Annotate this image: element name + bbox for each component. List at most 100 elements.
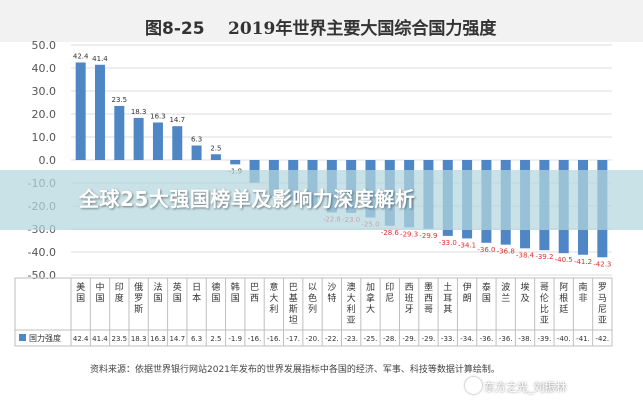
table-value: -29. bbox=[422, 335, 436, 343]
x-category-label: 韩国 bbox=[231, 281, 240, 304]
table-value: -36. bbox=[480, 335, 494, 343]
data-label: 18.3 bbox=[131, 108, 147, 116]
table-value: -42. bbox=[596, 335, 610, 343]
bar bbox=[133, 117, 144, 160]
x-category-label: 哥伦比亚 bbox=[540, 282, 549, 326]
table-value: -22. bbox=[325, 335, 339, 343]
data-label: 41.4 bbox=[92, 55, 108, 63]
table-value: -39. bbox=[538, 335, 552, 343]
x-category-label: 阿根廷 bbox=[559, 282, 568, 315]
x-category-label: 德国 bbox=[211, 281, 220, 304]
data-label: 6.3 bbox=[191, 136, 202, 144]
table-value: -17. bbox=[286, 335, 300, 343]
chart-title: 2019年世界主要大国综合国力强度 bbox=[228, 19, 497, 39]
x-category-label: 南非 bbox=[579, 281, 588, 304]
table-value: -16. bbox=[248, 335, 262, 343]
banner-title: 全球25大强国榜单及影响力深度解析 bbox=[79, 187, 416, 211]
x-category-label: 意大利 bbox=[269, 281, 278, 315]
x-category-label: 巴基斯坦 bbox=[289, 282, 298, 326]
data-label: -28.6 bbox=[381, 229, 400, 237]
data-label: 42.4 bbox=[73, 52, 89, 60]
bar bbox=[114, 105, 125, 160]
data-label: -42.3 bbox=[593, 260, 611, 268]
y-tick-label: -50.0 bbox=[28, 269, 56, 282]
title-bar: 图8-25 2019年世界主要大国综合国力强度 bbox=[0, 0, 643, 42]
watermark: 东方之光_刘振林 bbox=[484, 381, 567, 394]
x-category-label: 印度 bbox=[115, 281, 124, 304]
x-category-label: 中国 bbox=[95, 281, 104, 304]
table-value: -1.9 bbox=[228, 335, 242, 343]
y-tick-label: 0.0 bbox=[39, 154, 57, 167]
data-label: 2.5 bbox=[210, 144, 221, 152]
data-label: -40.5 bbox=[555, 256, 573, 264]
bar bbox=[210, 154, 221, 160]
table-value: 23.5 bbox=[112, 335, 128, 343]
bar bbox=[94, 64, 105, 160]
x-category-label: 法国 bbox=[153, 281, 162, 304]
x-category-label: 沙特 bbox=[327, 282, 336, 304]
data-label: -39.2 bbox=[535, 253, 553, 261]
table-value: -40. bbox=[557, 335, 571, 343]
y-tick-label: 50.0 bbox=[32, 39, 57, 52]
table-value: -16. bbox=[267, 335, 281, 343]
x-category-label: 罗马尼亚 bbox=[598, 282, 607, 326]
x-category-label: 澳大利亚 bbox=[347, 281, 356, 326]
bar bbox=[230, 160, 241, 165]
data-label: -36.0 bbox=[477, 246, 495, 254]
data-label: 14.7 bbox=[169, 116, 185, 124]
data-label: 16.3 bbox=[150, 113, 166, 121]
x-category-label: 印尼 bbox=[385, 281, 394, 304]
table-value: 2.5 bbox=[210, 335, 221, 343]
data-label: -34.1 bbox=[458, 241, 476, 249]
table-value: -38. bbox=[518, 335, 532, 343]
x-category-label: 伊朗 bbox=[463, 281, 472, 304]
x-category-label: 埃及 bbox=[521, 281, 530, 304]
watermark-logo-icon bbox=[465, 377, 482, 394]
table-value: 42.4 bbox=[73, 335, 89, 343]
table-value: -33. bbox=[441, 335, 455, 343]
table-value: -34. bbox=[460, 335, 474, 343]
table-value: 18.3 bbox=[131, 335, 147, 343]
bar bbox=[152, 122, 163, 160]
x-category-label: 日本 bbox=[192, 282, 201, 304]
table-value: -36. bbox=[499, 335, 513, 343]
table-value: -20. bbox=[306, 335, 320, 343]
data-label: -41.2 bbox=[574, 258, 592, 266]
x-category-label: 俄罗斯 bbox=[134, 281, 143, 315]
x-category-label: 西班牙 bbox=[405, 282, 414, 315]
table-value: 16.3 bbox=[150, 335, 166, 343]
data-label: -33.0 bbox=[439, 239, 457, 247]
legend-label: 国力强度 bbox=[29, 333, 61, 343]
y-tick-label: -40.0 bbox=[28, 246, 56, 259]
x-category-label: 泰国 bbox=[482, 281, 491, 304]
x-category-label: 波兰 bbox=[501, 281, 510, 304]
source-note: 资料来源：依据世界银行网站2021年发布的世界发展指标中各国的经济、军事、科技等… bbox=[90, 365, 500, 375]
overlay-banner bbox=[0, 170, 643, 230]
table-value: -25. bbox=[364, 335, 378, 343]
table-value: -29. bbox=[402, 335, 416, 343]
x-category-label: 英国 bbox=[173, 281, 182, 304]
table-value: 41.4 bbox=[92, 335, 108, 343]
table-value: -28. bbox=[383, 335, 397, 343]
x-category-label: 墨西哥 bbox=[424, 282, 433, 315]
y-tick-label: 40.0 bbox=[32, 62, 57, 75]
data-label: -29.9 bbox=[419, 232, 437, 240]
x-category-label: 加拿大 bbox=[366, 282, 375, 315]
y-tick-label: 10.0 bbox=[32, 131, 57, 144]
table-value: 6.3 bbox=[191, 335, 202, 343]
bar bbox=[191, 145, 202, 160]
data-label: -36.8 bbox=[497, 248, 515, 256]
x-category-label: 以色列 bbox=[308, 283, 317, 315]
x-category-label: 土耳其 bbox=[443, 281, 452, 315]
data-label: 23.5 bbox=[112, 96, 128, 104]
legend-swatch bbox=[19, 334, 26, 341]
data-label: -29.3 bbox=[400, 230, 418, 238]
table-value: 14.7 bbox=[169, 335, 185, 343]
y-tick-label: 20.0 bbox=[32, 108, 57, 121]
table-value: -41. bbox=[576, 335, 590, 343]
data-label: -38.4 bbox=[516, 251, 535, 259]
bar bbox=[172, 126, 183, 160]
x-category-label: 巴西 bbox=[250, 282, 259, 304]
bar bbox=[75, 62, 86, 161]
